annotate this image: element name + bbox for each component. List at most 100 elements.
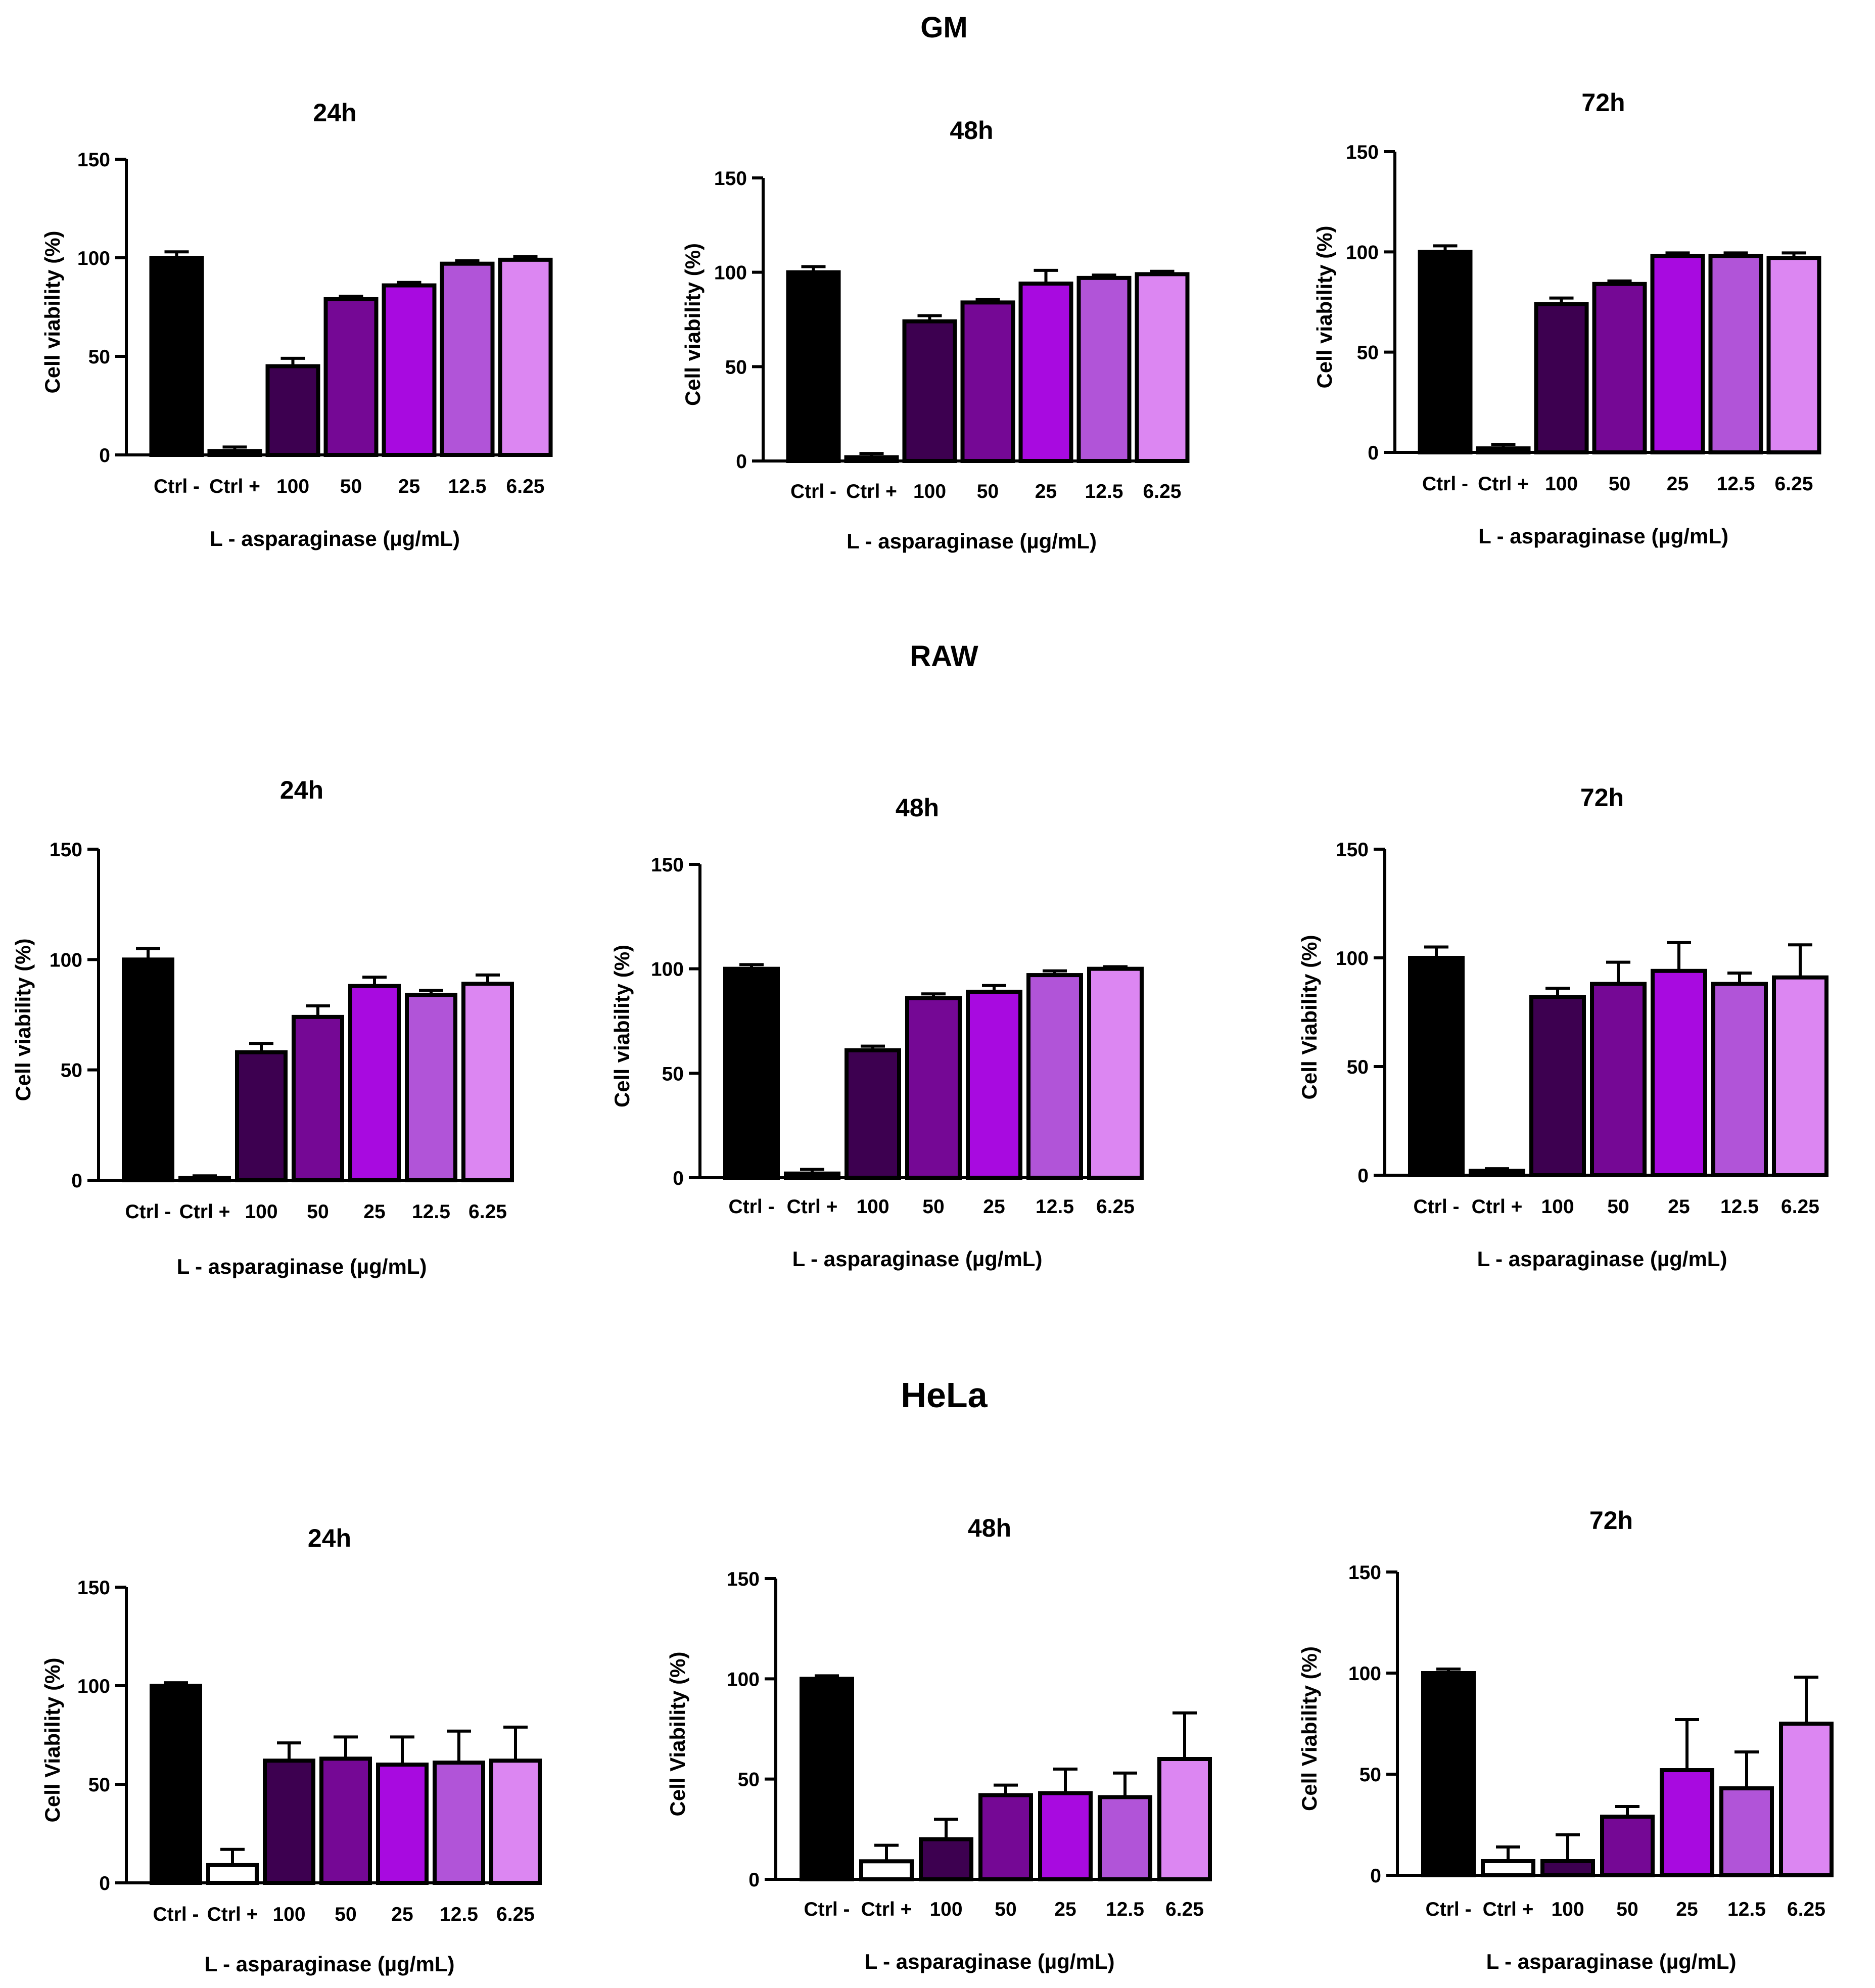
x-tick-label: Ctrl +	[846, 481, 897, 502]
error-bar	[220, 1847, 245, 1865]
bar-50	[978, 1793, 1033, 1881]
error-bar	[476, 973, 500, 984]
x-tick-label: 25	[1054, 1899, 1076, 1920]
bar-50	[905, 996, 962, 1180]
error-bar	[1665, 251, 1690, 256]
bar-25	[1660, 1768, 1714, 1877]
y-tick-label: 150	[1336, 839, 1369, 861]
error-bar	[982, 984, 1006, 992]
bar-12.5	[1719, 1786, 1774, 1877]
error-bar	[222, 445, 247, 451]
bar-100	[845, 1048, 901, 1180]
y-tick-label: 50	[725, 356, 747, 378]
bar-12.5	[440, 261, 495, 457]
x-tick-label: 100	[1541, 1196, 1574, 1218]
bar-Ctrlplus	[207, 449, 262, 457]
bar-6.25	[489, 1759, 542, 1885]
bar-Ctrlminus	[800, 1677, 854, 1881]
error-bar	[1556, 1833, 1580, 1861]
x-tick-label: Ctrl +	[1483, 1899, 1534, 1920]
error-bar	[994, 1783, 1018, 1795]
x-tick-label: Ctrl -	[154, 476, 200, 497]
bar-Ctrlminus	[723, 966, 780, 1180]
y-tick-label: 100	[1348, 1663, 1381, 1685]
panel-title: 24h	[280, 776, 323, 804]
y-tick-label: 100	[77, 248, 110, 269]
panel-title: 24h	[313, 99, 356, 127]
bar-Ctrlplus	[784, 1171, 840, 1180]
x-tick-label: 50	[340, 476, 362, 497]
x-tick-label: Ctrl +	[1472, 1196, 1523, 1218]
bar-100	[1529, 995, 1586, 1178]
bar-12.5	[1708, 254, 1763, 454]
error-bar	[800, 1168, 824, 1174]
y-tick-label: 150	[651, 854, 684, 876]
error-bar	[193, 1174, 217, 1178]
y-tick-label: 50	[662, 1063, 684, 1085]
error-bar	[397, 281, 421, 286]
x-tick-label: 50	[1607, 1196, 1629, 1218]
bar-50	[1600, 1815, 1655, 1877]
error-bar	[1150, 269, 1175, 274]
x-tick-label: 6.25	[1165, 1899, 1204, 1920]
error-bar	[1615, 1805, 1639, 1817]
bar-100	[1540, 1859, 1595, 1877]
y-tick-label: 150	[77, 149, 110, 171]
error-bar	[390, 1735, 414, 1765]
x-tick-label: 6.25	[468, 1201, 507, 1223]
bar-100	[919, 1837, 973, 1882]
bar-6.25	[1766, 256, 1821, 454]
error-bar	[136, 947, 160, 960]
panel-title: 72h	[1581, 88, 1625, 117]
x-tick-label: 12.5	[1085, 481, 1123, 502]
error-bar	[1607, 279, 1632, 284]
bar-25	[348, 984, 401, 1182]
x-tick-label: 6.25	[1096, 1196, 1135, 1218]
x-tick-label: 50	[922, 1196, 944, 1218]
x-tick-label: Ctrl -	[125, 1201, 171, 1223]
chart-panel-hela-48h: 48h 0 50 100 150 Cell Viability (%) Ctrl - Ctrl…	[666, 1514, 1212, 1973]
bar-Ctrlplus	[1481, 1859, 1535, 1877]
chart-panel-raw-48h: 48h 0 50 100 150 Cell viability (%) Ctrl - Ctrl…	[610, 794, 1144, 1271]
error-bar	[1103, 965, 1128, 969]
error-bar	[249, 1042, 273, 1052]
bar-6.25	[461, 982, 514, 1183]
x-tick-label: Ctrl +	[209, 476, 260, 497]
x-tick-label: 50	[977, 481, 999, 502]
y-tick-label: 50	[738, 1769, 760, 1791]
bar-12.5	[433, 1761, 485, 1885]
x-tick-label: 100	[1545, 473, 1578, 495]
y-tick-label: 100	[1346, 242, 1379, 263]
bar-25	[1038, 1791, 1093, 1882]
y-tick-label: 150	[714, 168, 747, 190]
x-tick-label: 12.5	[440, 1904, 478, 1925]
error-bar	[921, 992, 946, 998]
x-tick-label: 12.5	[1727, 1899, 1766, 1920]
y-tick-label: 0	[748, 1869, 760, 1891]
bar-100	[235, 1050, 288, 1183]
bar-Ctrlplus	[1469, 1169, 1525, 1177]
chart-panel-hela-72h: 72h 0 50 100 150 Cell Viability (%) Ctrl - Ctrl…	[1297, 1506, 1834, 1973]
y-axis-label: Cell viability (%)	[1312, 225, 1336, 388]
x-axis-label: L - asparaginase (µg/mL)	[1478, 524, 1728, 548]
error-bar	[1782, 251, 1806, 258]
error-bar	[1433, 244, 1458, 252]
y-tick-label: 100	[50, 949, 82, 971]
x-axis-label: L - asparaginase (µg/mL)	[1477, 1247, 1727, 1271]
bar-25	[966, 990, 1022, 1180]
y-tick-label: 100	[77, 1676, 110, 1697]
bar-Ctrlminus	[1408, 956, 1465, 1177]
row-title-raw: RAW	[910, 640, 978, 673]
y-tick-label: 0	[736, 451, 747, 473]
bar-Ctrlminus	[122, 957, 174, 1183]
error-bar	[1606, 960, 1630, 984]
bar-6.25	[1779, 1722, 1834, 1877]
error-bar	[1043, 969, 1067, 976]
x-tick-label: 12.5	[448, 476, 487, 497]
x-tick-label: 100	[276, 476, 309, 497]
x-tick-label: 6.25	[1781, 1196, 1819, 1218]
x-tick-label: Ctrl -	[1422, 473, 1468, 495]
row-title-gm: GM	[920, 11, 967, 44]
y-tick-label: 0	[1370, 1865, 1381, 1887]
